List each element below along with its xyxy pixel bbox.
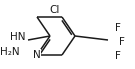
Text: F: F [115, 51, 121, 61]
Text: N: N [33, 50, 41, 60]
Text: H₂N: H₂N [0, 47, 20, 57]
Text: F: F [119, 37, 125, 47]
Text: Cl: Cl [50, 5, 60, 15]
Text: HN: HN [10, 32, 26, 42]
Text: F: F [115, 23, 121, 33]
